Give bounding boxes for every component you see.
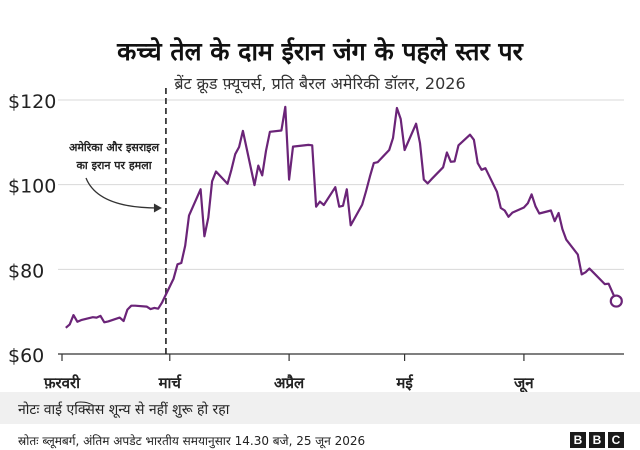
y-tick-label: $100 [8, 176, 56, 198]
x-tick-label: मई [395, 374, 413, 392]
bbc-logo-letter: B [589, 432, 605, 448]
last-point-marker [609, 294, 623, 308]
axis-note: नोटः वाई एक्सिस शून्य से नहीं शुरू हो रह… [18, 402, 230, 418]
annotation-label: का इरान पर हमला [75, 159, 152, 172]
y-tick-label: $60 [8, 345, 44, 367]
y-tick-label: $120 [8, 91, 56, 113]
bbc-logo: B B C [570, 432, 624, 448]
y-tick-label: $80 [8, 260, 44, 282]
note-box [0, 392, 640, 424]
line-chart: $60 $80 $100 $120 फ़रवरी मार्च अप्रैल मई जून अमेर… [8, 88, 624, 392]
annotation-arrow [85, 177, 158, 209]
x-tick-label: जून [513, 374, 534, 392]
bbc-logo-letter: C [608, 432, 624, 448]
source-text: स्रोतः ब्लूमबर्ग, अंतिम अपडेट भारतीय समय… [18, 434, 366, 448]
x-tick-label: फ़रवरी [43, 374, 81, 392]
annotation-label: अमेरिका और इसराइल [69, 140, 160, 154]
chart-title: कच्चे तेल के दाम ईरान जंग के पहले स्तर प… [117, 37, 523, 66]
annotation-arrowhead [153, 203, 162, 213]
bbc-logo-letter: B [570, 432, 586, 448]
chart-subtitle: ब्रेंट क्रूड फ़्यूचर्स, प्रति बैरल अमेरि… [174, 74, 466, 93]
x-tick-label: अप्रैल [274, 374, 305, 392]
price-line [65, 105, 618, 329]
x-tick-label: मार्च [158, 374, 183, 392]
